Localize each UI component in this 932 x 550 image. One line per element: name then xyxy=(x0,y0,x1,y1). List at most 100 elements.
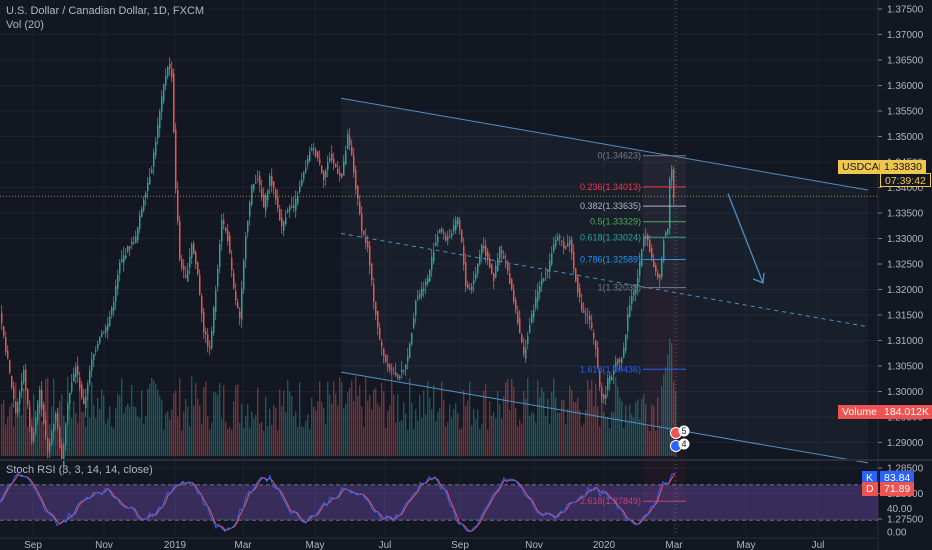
candle-body xyxy=(589,316,591,321)
volume-bar xyxy=(43,428,45,456)
candle-body xyxy=(215,290,217,312)
candle-body xyxy=(517,311,519,324)
price-tick-label: 1.36500 xyxy=(887,56,924,67)
symbol-title: U.S. Dollar / Canadian Dollar, 1D, FXCM xyxy=(6,5,205,17)
stoch-k-value-badge: 83.84 xyxy=(880,471,915,485)
volume-bar xyxy=(563,399,565,456)
volume-bar xyxy=(79,388,81,456)
candle-body xyxy=(343,161,345,176)
candle-body xyxy=(395,372,397,376)
volume-bar xyxy=(237,384,239,456)
candle-body xyxy=(549,260,551,272)
candle-body xyxy=(305,168,307,173)
volume-bar xyxy=(513,386,515,456)
volume-bar xyxy=(327,381,329,456)
candle-body xyxy=(335,163,337,168)
candle-body xyxy=(205,331,207,335)
candle-body xyxy=(625,334,627,351)
candle-body xyxy=(291,206,293,208)
volume-bar xyxy=(353,401,355,456)
candle-body xyxy=(89,370,91,384)
volume-bar xyxy=(361,406,363,456)
fibonacci-retracement: 0(1.34623) 0.236(1.34013) 0.382(1.33635) 0.… xyxy=(580,151,686,506)
volume-bar xyxy=(123,413,125,456)
candle-body xyxy=(307,158,309,165)
candle-body xyxy=(607,378,609,390)
price-tick-label: 1.35500 xyxy=(887,107,924,118)
candle-body xyxy=(123,255,125,263)
candle-body xyxy=(43,404,45,424)
volume-bar xyxy=(137,416,139,456)
candle-body xyxy=(435,242,437,247)
volume-bar xyxy=(485,384,487,456)
volume-bar xyxy=(227,428,229,456)
candle-body xyxy=(199,274,201,295)
fib-level-label: 0.786(1.32589) xyxy=(580,254,641,264)
volume-bar xyxy=(571,390,573,456)
candle-body xyxy=(7,350,9,359)
volume-bar xyxy=(261,421,263,456)
candle-body xyxy=(357,185,359,199)
candle-body xyxy=(417,296,419,299)
volume-bar xyxy=(195,383,197,456)
candle-body xyxy=(93,353,95,360)
volume-bar xyxy=(633,417,635,456)
volume-bar xyxy=(161,400,163,456)
time-tick-label: 2019 xyxy=(164,540,187,550)
candle-body xyxy=(617,358,619,364)
candle-body xyxy=(441,229,443,232)
forecast-arrow-head xyxy=(752,272,765,284)
candle-body xyxy=(129,246,131,249)
volume-bar xyxy=(219,383,221,456)
volume-bar xyxy=(663,374,665,456)
volume-bar xyxy=(71,418,73,456)
candle-body xyxy=(289,206,291,211)
volume-bar xyxy=(561,400,563,456)
volume-bar xyxy=(181,430,183,456)
candle-body xyxy=(187,270,189,282)
candle-body xyxy=(5,337,7,353)
candle-body xyxy=(445,235,447,241)
volume-bar xyxy=(603,412,605,456)
volume-bar xyxy=(385,428,387,456)
volume-bar xyxy=(185,398,187,456)
channel-upper-line xyxy=(340,97,869,191)
volume-bar xyxy=(471,425,473,456)
volume-bar xyxy=(69,406,71,456)
candle-body xyxy=(309,151,311,162)
volume-bar xyxy=(665,367,667,456)
volume-bar xyxy=(249,427,251,456)
candle-body xyxy=(13,386,15,399)
candle-body xyxy=(535,297,537,308)
channel-mid-line xyxy=(340,232,869,328)
candle-body xyxy=(311,148,313,152)
candle-body xyxy=(313,148,315,150)
candle-body xyxy=(667,228,669,234)
candle-body xyxy=(37,404,39,420)
candle-body xyxy=(663,241,665,262)
candle-body xyxy=(513,289,515,302)
candle-body xyxy=(429,269,431,282)
candle-body xyxy=(245,236,247,260)
candle-body xyxy=(325,170,327,178)
volume-bar xyxy=(83,411,85,456)
candle-body xyxy=(355,169,357,190)
volume-bar xyxy=(285,412,287,456)
volume-bar xyxy=(487,429,489,456)
candle-body xyxy=(489,258,491,268)
candle-body xyxy=(95,350,97,352)
time-tick-label: Nov xyxy=(525,540,543,550)
stoch-d-value-badge: 71.89 xyxy=(880,482,915,496)
candle-body xyxy=(559,235,561,238)
candle-body xyxy=(481,244,483,254)
volume-bar xyxy=(583,423,585,456)
candle-body xyxy=(29,407,31,427)
volume-bar xyxy=(415,409,417,456)
candle-body xyxy=(671,169,673,180)
price-tick-label: 1.37500 xyxy=(887,5,924,16)
volume-bar xyxy=(569,385,571,456)
candle-body xyxy=(613,370,615,376)
candle-body xyxy=(557,237,559,241)
volume-bar xyxy=(245,415,247,456)
